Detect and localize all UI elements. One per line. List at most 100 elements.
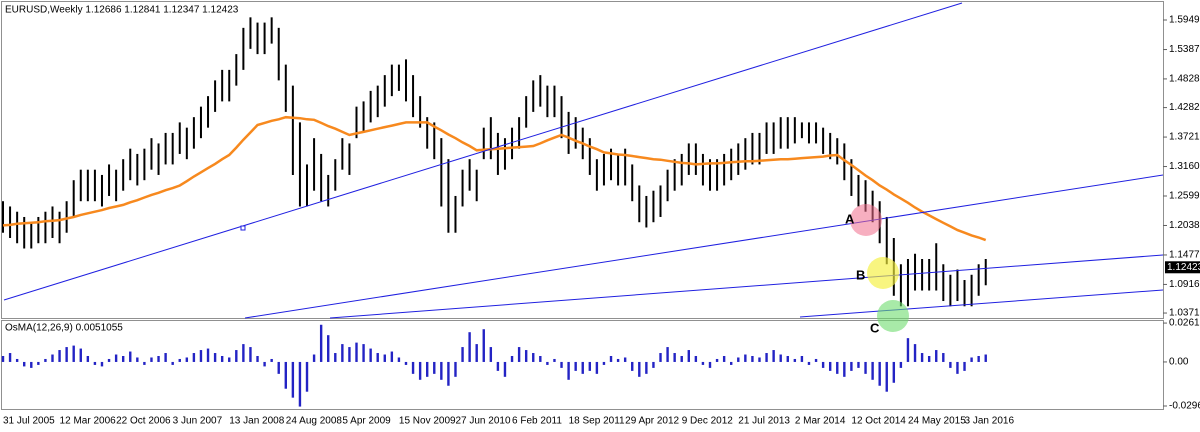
osma-bar xyxy=(298,361,302,407)
osma-bar xyxy=(546,361,549,365)
osma-bar xyxy=(602,361,606,365)
osma-bar xyxy=(65,347,68,362)
osma-bar xyxy=(8,353,12,362)
osma-bar xyxy=(609,356,613,362)
osma-bar xyxy=(397,357,401,362)
osma-bar xyxy=(595,361,599,374)
osma-bar xyxy=(433,361,436,374)
x-tick-label: 3 Jan 2016 xyxy=(965,416,1015,427)
osma-bar xyxy=(355,342,358,362)
chart-title: EURUSD,Weekly 1.12686 1.12841 1.12347 1.… xyxy=(5,5,239,16)
osma-bar xyxy=(305,361,309,392)
x-tick-label: 9 Dec 2012 xyxy=(682,416,734,427)
osma-bar xyxy=(885,361,888,392)
trend-line xyxy=(799,289,1164,318)
osma-bar xyxy=(178,358,181,362)
osma-bar xyxy=(906,338,910,362)
osma-bar xyxy=(652,361,655,368)
y-tick-label: 1.09160 xyxy=(1169,279,1200,290)
osma-bar xyxy=(390,351,394,362)
osma-bar xyxy=(927,356,931,362)
osma-bar xyxy=(475,344,478,362)
osma-bar xyxy=(963,361,966,371)
osma-bar xyxy=(878,361,881,386)
osma-bar xyxy=(404,361,408,365)
osma-bar xyxy=(645,361,648,374)
osma-bar xyxy=(581,361,584,374)
osma-bar xyxy=(524,350,528,362)
osma-bar xyxy=(72,345,75,362)
osma-bar xyxy=(567,361,570,380)
osma-bar xyxy=(638,361,641,377)
osma-bar xyxy=(362,344,365,362)
annotations: A B C xyxy=(3,2,1164,335)
x-tick-label: 12 Mar 2006 xyxy=(60,416,117,427)
osma-bar xyxy=(857,361,860,368)
x-tick-label: 6 Feb 2011 xyxy=(512,416,562,427)
osma-bar xyxy=(701,361,705,365)
trend-line xyxy=(329,254,1164,319)
osma-bar xyxy=(977,356,980,362)
osma-bar xyxy=(616,358,620,362)
osma-bar xyxy=(411,361,415,374)
y-tick-label: 1.03715 xyxy=(1169,308,1200,319)
osma-bar xyxy=(51,354,54,362)
price-tag xyxy=(1165,261,1200,274)
osma-bar xyxy=(715,358,719,362)
osma-bar xyxy=(114,354,118,362)
y-tick-label: 1.25990 xyxy=(1169,191,1200,202)
osma-bar xyxy=(270,358,273,362)
osma-bar xyxy=(86,356,90,362)
osma-bar xyxy=(143,361,146,365)
osma-bar xyxy=(935,350,938,362)
y-tick-label: 0.026135 xyxy=(1169,318,1200,329)
osma-bar xyxy=(277,361,280,374)
osma-bar xyxy=(489,347,493,362)
osma-bar xyxy=(129,351,132,362)
osma-bar xyxy=(666,347,669,362)
osma-bar xyxy=(15,358,19,362)
osma-bar xyxy=(828,361,832,371)
osma-bar xyxy=(319,324,323,362)
osma-bar xyxy=(836,361,839,374)
osma-bar xyxy=(850,361,853,371)
osma-bar xyxy=(793,358,797,362)
osma-bar xyxy=(312,354,316,362)
y-tick-label: 1.37210 xyxy=(1169,132,1200,143)
osma-bar xyxy=(37,361,40,365)
osma-bar xyxy=(461,347,464,362)
y-tick-label: 1.14770 xyxy=(1169,250,1200,261)
osma-bar xyxy=(376,353,379,362)
osma-bar xyxy=(482,329,485,362)
osma-bar xyxy=(220,356,224,362)
osma-bar xyxy=(864,361,867,374)
osma-bar xyxy=(631,361,634,371)
osma-bar xyxy=(765,353,768,362)
y-tick-label: 1.53870 xyxy=(1169,44,1200,55)
osma-bar xyxy=(256,356,259,362)
osma-bar xyxy=(206,348,210,362)
osma-bar xyxy=(730,361,733,365)
osma-bar xyxy=(539,356,542,362)
osma-panel-frame xyxy=(1,320,1164,410)
osma-bar xyxy=(369,348,372,362)
x-tick-label: 31 Jul 2005 xyxy=(3,416,55,427)
osma-bar xyxy=(970,357,973,362)
osma-bar xyxy=(327,335,330,362)
x-tick-label: 2 Mar 2014 xyxy=(795,416,846,427)
x-tick-label: 5 Apr 2009 xyxy=(342,416,391,427)
osma-bar xyxy=(100,361,104,367)
x-tick-label: 15 Nov 2009 xyxy=(399,416,456,427)
osma-bar xyxy=(249,347,252,362)
osma-bar xyxy=(956,361,959,374)
osma-bar xyxy=(758,357,761,362)
osma-bar xyxy=(942,353,945,362)
osma-bar xyxy=(814,358,818,362)
osma-bar xyxy=(532,353,535,362)
osma-bar xyxy=(786,356,789,362)
osma-bar xyxy=(560,361,563,368)
osma-bar xyxy=(949,361,952,368)
osma-bar xyxy=(503,361,507,377)
